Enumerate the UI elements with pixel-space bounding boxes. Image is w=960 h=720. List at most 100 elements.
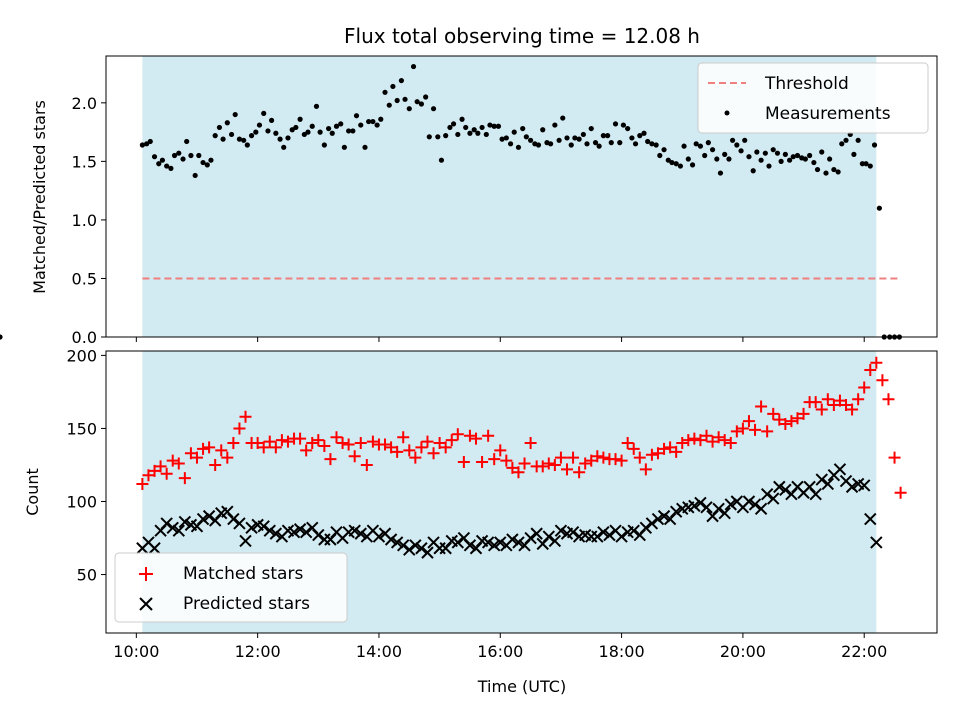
predicted-stars-point <box>481 536 495 549</box>
measurement-point <box>540 127 546 133</box>
predicted-stars-point <box>269 527 283 540</box>
measurement-point <box>188 152 194 159</box>
matched-stars-point <box>724 437 737 450</box>
measurement-point <box>548 141 554 147</box>
predicted-stars-point <box>718 506 731 520</box>
matched-stars-point <box>573 466 586 479</box>
matched-stars-point <box>385 441 398 454</box>
matched-stars-point <box>755 400 768 413</box>
matched-stars-point <box>858 381 871 394</box>
matched-stars-point <box>840 399 853 412</box>
legend-measurements-label: Measurements <box>765 104 891 124</box>
measurement-point <box>171 152 178 159</box>
measurement-point <box>358 122 364 128</box>
predicted-stars-point <box>821 477 835 491</box>
ratio-y-axis-label: Matched/Predicted stars <box>30 100 49 294</box>
predicted-stars-point <box>542 530 556 543</box>
matched-stars-point <box>415 441 428 454</box>
matched-stars-point <box>706 435 719 448</box>
measurement-point <box>402 96 408 102</box>
predicted-stars-point <box>312 528 325 542</box>
ratio-ytick-label: 1.5 <box>72 152 97 171</box>
predicted-stars-point <box>700 501 713 514</box>
predicted-stars-point <box>506 533 519 546</box>
measurement-point <box>297 116 303 122</box>
measurement-point <box>535 142 542 148</box>
matched-stars-point <box>184 447 197 460</box>
matched-stars-point <box>463 429 476 442</box>
predicted-stars-point <box>815 473 828 486</box>
measurement-point <box>564 135 570 141</box>
matched-stars-point <box>809 396 822 409</box>
matched-stars-point <box>227 437 240 450</box>
measurement-point <box>592 140 599 146</box>
measurement-point <box>423 94 429 100</box>
measurement-point <box>605 133 611 139</box>
matched-stars-point <box>354 437 367 450</box>
measurement-point <box>657 152 663 159</box>
count-panel: 50 100 150 200 10:00 12:00 14:00 16:00 18:00 20:… <box>23 346 938 696</box>
matched-stars-point <box>785 415 798 428</box>
measurement-point <box>244 142 250 148</box>
count-xtick-label: 22:00 <box>841 642 887 661</box>
matched-stars-point <box>233 422 246 435</box>
measurement-point <box>236 136 243 142</box>
predicted-stars-point <box>451 536 465 549</box>
measurement-point <box>390 83 396 90</box>
measurement-point <box>200 159 206 166</box>
ratio-ytick-label: 1.0 <box>72 211 97 230</box>
predicted-stars-point <box>688 499 701 513</box>
measurement-point <box>326 125 332 132</box>
matched-stars-point <box>554 451 567 464</box>
predicted-stars-point <box>196 512 210 526</box>
ratio-ytick-label: 2.0 <box>72 94 97 113</box>
measurement-point <box>495 123 502 129</box>
matched-stars-point <box>391 445 404 458</box>
measurement-point <box>386 102 392 108</box>
predicted-stars-point <box>512 536 525 549</box>
matched-stars-point <box>336 437 349 450</box>
measurement-point <box>406 106 412 112</box>
predicted-stars-point <box>833 463 847 476</box>
measurement-point <box>876 205 882 211</box>
matched-stars-point <box>512 466 525 479</box>
matched-stars-point <box>815 403 828 416</box>
measurement-point <box>346 128 352 134</box>
matched-stars-point <box>645 448 658 461</box>
ratio-panel: 0.0 0.5 1.0 1.5 2.0 Flux total observing tim… <box>0 24 938 347</box>
predicted-stars-point <box>233 517 246 530</box>
matched-stars-point <box>658 442 671 455</box>
predicted-stars-point <box>639 521 653 535</box>
measurement-point <box>341 144 347 150</box>
measurement-point <box>855 137 861 143</box>
measurement-point <box>637 133 643 139</box>
measurement-point <box>212 133 218 139</box>
measurement-point <box>499 136 505 142</box>
matched-stars-point <box>870 356 883 369</box>
matched-stars-point <box>833 394 846 407</box>
count-xtick-label: 20:00 <box>720 642 766 661</box>
matched-stars-point <box>524 437 537 450</box>
predicted-stars-point <box>227 512 240 526</box>
matched-stars-point <box>433 437 446 450</box>
matched-stars-point <box>494 444 507 457</box>
measurement-point <box>632 141 639 147</box>
measurement-point <box>329 130 335 136</box>
measurement-point <box>851 151 857 157</box>
predicted-stars-point <box>409 539 422 552</box>
measurement-point <box>228 131 235 138</box>
measurement-point <box>309 123 315 129</box>
matched-stars-point <box>621 437 634 450</box>
predicted-stars-point <box>372 530 386 543</box>
matched-stars-point <box>379 438 392 451</box>
measurement-point <box>625 125 631 132</box>
predicted-stars-point <box>421 546 434 559</box>
matched-stars-point <box>718 434 731 447</box>
predicted-stars-point <box>597 525 610 539</box>
measurement-point <box>596 143 602 149</box>
count-xtick-label: 14:00 <box>356 642 402 661</box>
matched-stars-point <box>178 472 191 485</box>
matched-stars-point <box>457 456 470 469</box>
measurement-point <box>248 133 255 139</box>
